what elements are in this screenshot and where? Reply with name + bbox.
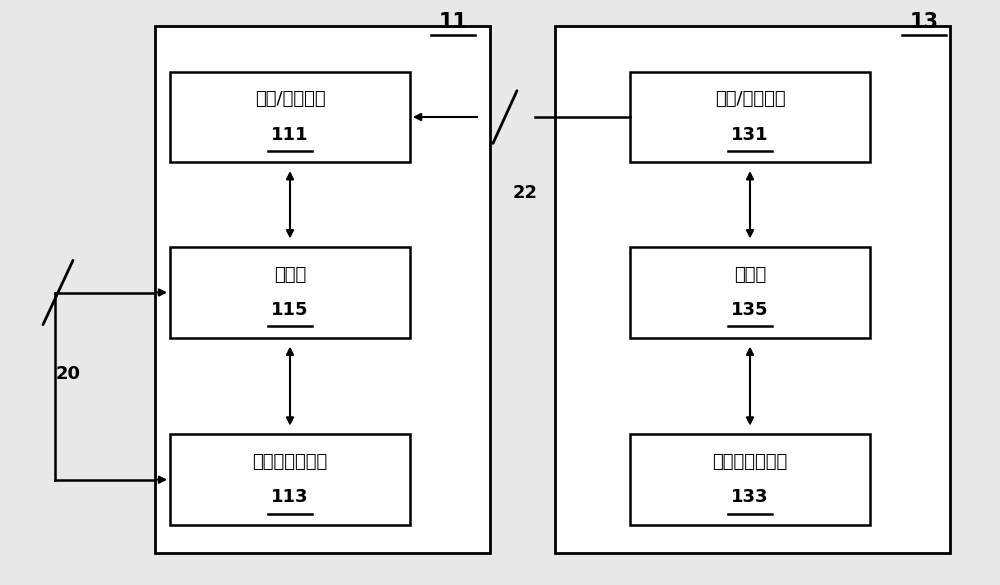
Bar xyxy=(555,26,950,553)
Text: 中断级别判断器: 中断级别判断器 xyxy=(252,453,328,471)
Bar xyxy=(170,71,410,162)
Text: 处理器: 处理器 xyxy=(274,266,306,284)
Text: 13: 13 xyxy=(910,12,938,32)
Text: 115: 115 xyxy=(271,301,309,319)
Text: 20: 20 xyxy=(56,366,80,383)
Text: 133: 133 xyxy=(731,488,769,506)
Text: 输入/输出接口: 输入/输出接口 xyxy=(715,91,785,108)
Text: 111: 111 xyxy=(271,126,309,143)
Text: 11: 11 xyxy=(438,12,468,32)
Bar xyxy=(170,247,410,338)
Bar xyxy=(630,71,870,162)
Text: 处理器: 处理器 xyxy=(734,266,766,284)
Bar xyxy=(155,26,490,553)
Text: 22: 22 xyxy=(512,184,538,202)
Text: 输入/输出接口: 输入/输出接口 xyxy=(255,91,325,108)
Text: 113: 113 xyxy=(271,488,309,506)
Text: 131: 131 xyxy=(731,126,769,143)
Bar xyxy=(630,247,870,338)
Text: 135: 135 xyxy=(731,301,769,319)
Bar xyxy=(170,434,410,525)
Text: 中断级别判断器: 中断级别判断器 xyxy=(712,453,788,471)
Bar xyxy=(630,434,870,525)
